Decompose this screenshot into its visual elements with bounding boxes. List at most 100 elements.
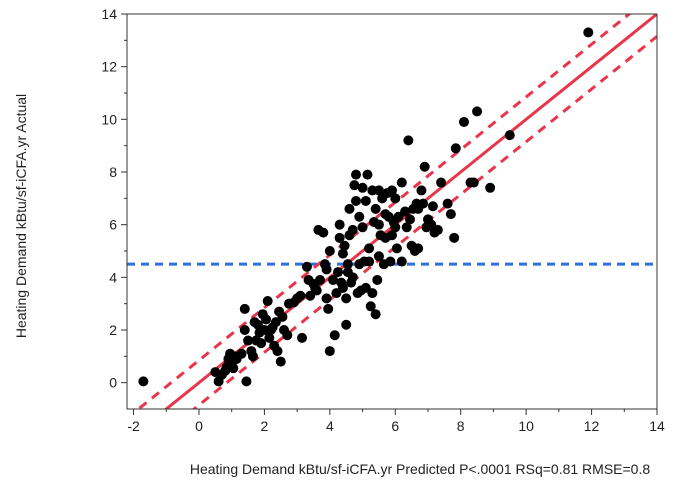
data-point [403,135,414,146]
y-axis-label: Heating Demand kBtu/sf-iCFA.yr Actual [13,94,29,338]
data-point [373,219,384,230]
x-tick-label: -2 [127,418,140,434]
data-point [349,180,360,191]
confidence-band-upper [136,14,632,409]
data-point [339,240,350,251]
data-point [390,193,401,204]
data-point [329,330,340,341]
data-point [351,169,362,180]
plot-frame [126,13,658,410]
data-point [328,274,339,285]
data-point [416,185,427,196]
data-point [262,296,273,307]
data-point [341,319,352,330]
data-point [324,346,335,357]
data-point [264,332,275,343]
data-point [391,243,402,254]
x-tick-label: 6 [391,418,399,434]
data-point [504,130,515,141]
y-tick-label: 10 [101,111,117,127]
data-point [449,232,460,243]
data-point [344,203,355,214]
data-point [357,222,368,233]
data-point [334,219,345,230]
data-point [256,338,267,349]
data-point [385,256,396,267]
data-point [341,293,352,304]
data-point [365,301,376,312]
data-point [413,243,424,254]
data-point [445,209,456,220]
y-tick-label: 6 [109,217,117,233]
data-point [472,106,483,117]
y-tick-label: 0 [109,375,117,391]
y-tick-label: 14 [101,6,117,22]
data-point [450,143,461,154]
data-point [390,222,401,233]
data-point [387,185,397,196]
data-point [468,177,479,188]
data-point [337,248,348,259]
x-tick-label: 8 [457,418,465,434]
x-tick-label: 14 [649,418,665,434]
plot-area [127,14,657,409]
data-point [323,303,334,314]
data-point [333,267,344,278]
data-point [236,348,247,359]
x-tick-label: 12 [584,418,600,434]
data-point [347,224,358,235]
data-point [396,256,407,267]
data-point [297,332,308,343]
data-point [458,116,469,127]
data-point [318,227,329,238]
x-tick-label: 0 [195,418,203,434]
data-point [337,282,348,293]
data-point [373,185,384,196]
x-tick-label: 2 [261,418,269,434]
y-axis: 0 2 4 6 8 10 12 14 [101,6,127,391]
data-point [239,303,250,314]
data-point [357,182,368,193]
data-point [277,311,288,322]
data-point [396,177,407,188]
data-point [419,161,430,172]
data-point [401,222,412,233]
data-point [372,274,383,285]
data-point [272,346,283,357]
data-point [282,330,293,341]
data-point [321,264,332,275]
data-point [364,243,375,254]
data-point [138,376,149,387]
data-point [427,201,438,212]
data-point [404,214,415,225]
data-point [261,314,272,325]
data-point [418,198,429,209]
x-tick-label: 4 [326,418,334,434]
data-point [243,335,254,346]
data-point [362,169,373,180]
data-point [400,206,411,217]
y-tick-label: 12 [101,59,117,75]
data-point [247,351,258,362]
data-point [370,203,381,214]
points-layer [138,27,594,387]
data-point [436,177,447,188]
data-point [367,288,378,299]
data-point [370,309,381,320]
data-point [360,195,371,206]
data-point [241,376,252,387]
y-tick-label: 8 [109,164,117,180]
data-point [334,232,345,243]
data-point [364,256,375,267]
data-point [311,285,322,296]
data-point [583,27,594,38]
data-point [347,272,358,283]
x-axis: -2 0 2 4 6 8 10 12 14 [127,409,665,434]
data-point [387,230,397,241]
data-point [321,293,332,304]
data-point [301,261,312,272]
data-point [324,246,335,256]
x-axis-label: Heating Demand kBtu/sf-iCFA.yr Predicted… [190,461,651,477]
data-point [485,182,496,193]
